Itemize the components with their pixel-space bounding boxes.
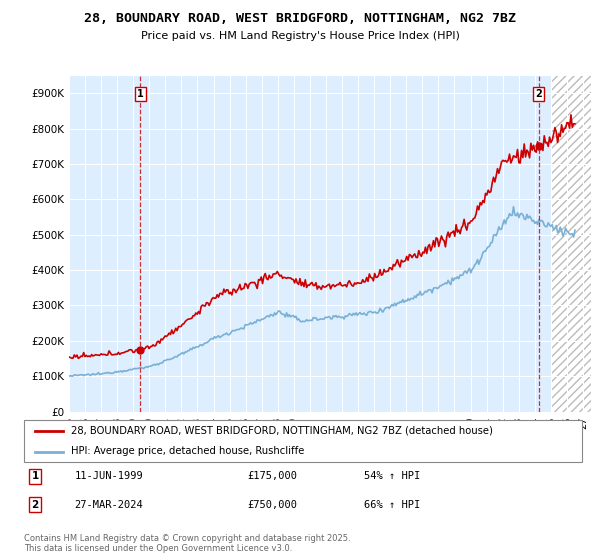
- Text: Contains HM Land Registry data © Crown copyright and database right 2025.
This d: Contains HM Land Registry data © Crown c…: [24, 534, 350, 553]
- Text: 2: 2: [32, 500, 39, 510]
- Text: 1: 1: [137, 89, 143, 99]
- Text: 1: 1: [32, 472, 39, 482]
- Text: £750,000: £750,000: [247, 500, 297, 510]
- Text: 2: 2: [535, 89, 542, 99]
- Text: 28, BOUNDARY ROAD, WEST BRIDGFORD, NOTTINGHAM, NG2 7BZ: 28, BOUNDARY ROAD, WEST BRIDGFORD, NOTTI…: [84, 12, 516, 25]
- Text: 54% ↑ HPI: 54% ↑ HPI: [364, 472, 421, 482]
- Bar: [551, 76, 591, 412]
- Text: 27-MAR-2024: 27-MAR-2024: [74, 500, 143, 510]
- Text: Price paid vs. HM Land Registry's House Price Index (HPI): Price paid vs. HM Land Registry's House …: [140, 31, 460, 41]
- Text: 28, BOUNDARY ROAD, WEST BRIDGFORD, NOTTINGHAM, NG2 7BZ (detached house): 28, BOUNDARY ROAD, WEST BRIDGFORD, NOTTI…: [71, 426, 493, 436]
- Text: 11-JUN-1999: 11-JUN-1999: [74, 472, 143, 482]
- Text: HPI: Average price, detached house, Rushcliffe: HPI: Average price, detached house, Rush…: [71, 446, 305, 456]
- Text: 66% ↑ HPI: 66% ↑ HPI: [364, 500, 421, 510]
- Text: £175,000: £175,000: [247, 472, 297, 482]
